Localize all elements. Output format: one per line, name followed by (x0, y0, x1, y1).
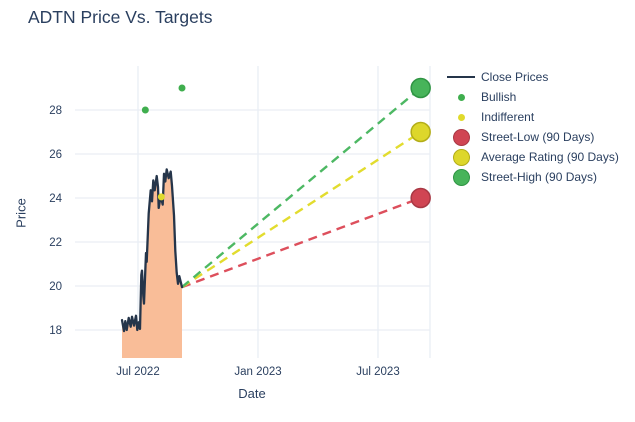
target-marker-average-rating-90-days- (410, 121, 431, 143)
y-tick-label: 20 (49, 281, 62, 293)
legend-item-label: Indifferent (481, 110, 535, 124)
x-axis-title: Date (238, 386, 266, 401)
chart-title: ADTN Price Vs. Targets (28, 7, 213, 27)
x-tick-label: Jan 2023 (234, 366, 281, 378)
legend-swatch (447, 76, 475, 78)
y-tick-label: 18 (49, 325, 62, 337)
legend-item-bullish[interactable]: Bullish (441, 87, 619, 107)
x-tick-label: Jul 2023 (356, 366, 399, 378)
legend-item-street-high[interactable]: Street-High (90 Days) (441, 167, 619, 187)
legend-item-street-low[interactable]: Street-Low (90 Days) (441, 127, 619, 147)
street-high-legend-dot-icon (441, 168, 481, 186)
legend: Close Prices Bullish Indifferent Street-Low… (441, 67, 619, 187)
y-tick-label: 22 (49, 237, 62, 249)
legend-swatch (457, 93, 465, 101)
close-price-line (120, 168, 184, 333)
rating-dots (141, 84, 186, 201)
legend-item-label: Close Prices (481, 70, 549, 84)
bullish-dot (141, 106, 149, 114)
close-prices-legend-line-icon (441, 76, 481, 78)
street-low-legend-dot-icon (441, 128, 481, 146)
target-marker-street-high-90-days- (410, 77, 431, 99)
target-projection-lines (181, 87, 422, 289)
legend-item-label: Average Rating (90 Days) (481, 150, 619, 164)
bullish-legend-dot-icon (441, 93, 481, 101)
y-tick-label: 24 (49, 193, 62, 205)
legend-item-label: Street-Low (90 Days) (481, 130, 595, 144)
legend-item-average-rating[interactable]: Average Rating (90 Days) (441, 147, 619, 167)
legend-swatch (452, 128, 470, 146)
y-tick-label: 26 (49, 149, 62, 161)
legend-item-label: Bullish (481, 90, 517, 104)
legend-swatch (457, 113, 465, 121)
average-rating-legend-dot-icon (441, 148, 481, 166)
legend-item-label: Street-High (90 Days) (481, 170, 598, 184)
y-tick-label: 28 (49, 105, 62, 117)
legend-swatch (452, 148, 470, 166)
bullish-dot (178, 84, 186, 92)
indifferent-legend-dot-icon (441, 113, 481, 121)
x-tick-label: Jul 2022 (116, 366, 159, 378)
legend-item-close-prices[interactable]: Close Prices (441, 67, 619, 87)
legend-item-indifferent[interactable]: Indifferent (441, 107, 619, 127)
indifferent-dot (157, 193, 165, 201)
tick-labels: 18 20 22 24 26 28 Jul 2022 Jan 2023 Jul 2023 (49, 105, 400, 378)
legend-swatch (452, 168, 470, 186)
y-axis-title: Price (13, 198, 29, 228)
close-price-area (122, 169, 182, 358)
target-marker-street-low-90-days- (410, 187, 431, 209)
gridlines (75, 66, 431, 358)
